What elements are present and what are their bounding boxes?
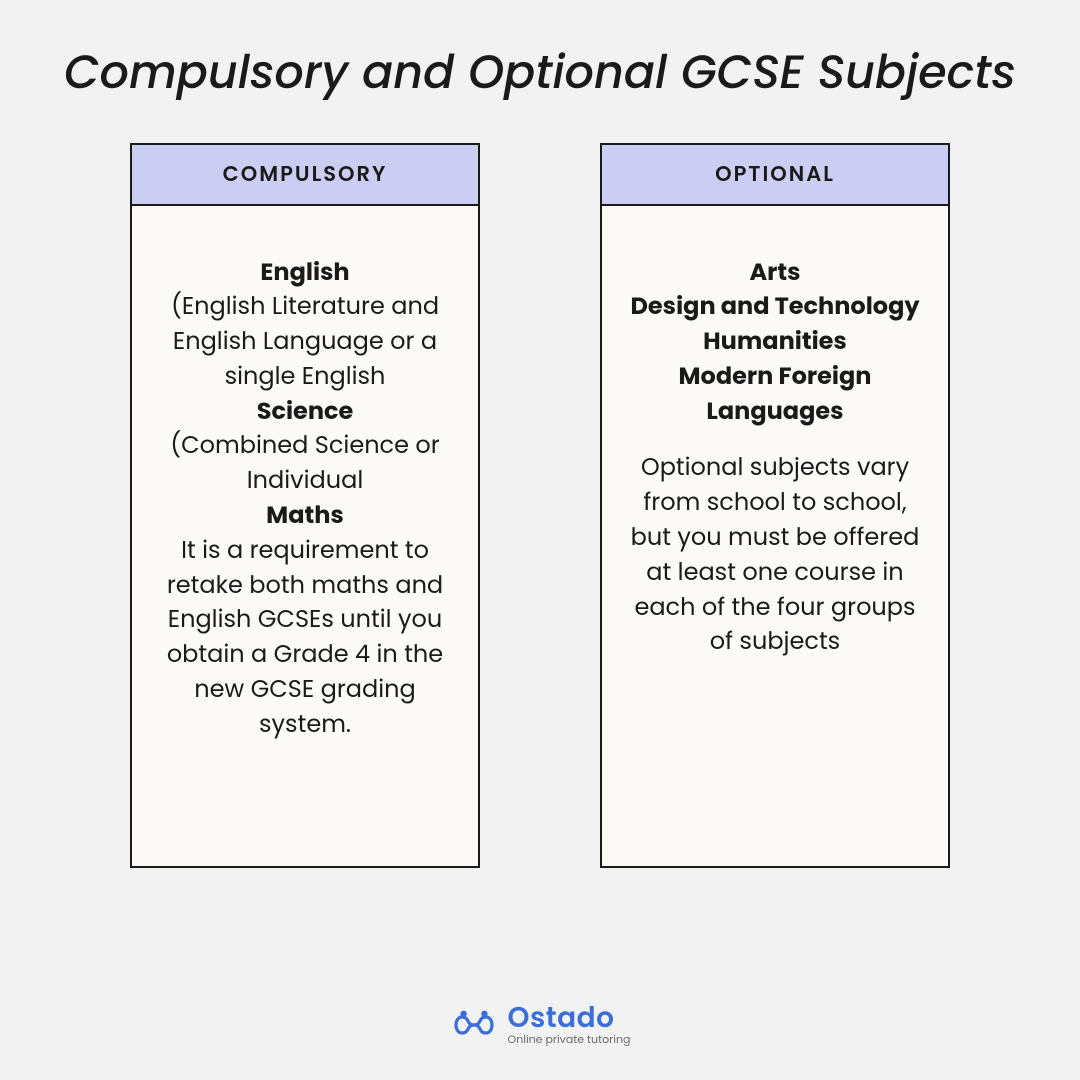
optional-header: OPTIONAL	[602, 145, 948, 206]
optional-card: OPTIONAL Arts Design and Technology Huma…	[600, 143, 950, 868]
brand-text: Ostado Online private tutoring	[508, 1004, 631, 1045]
compulsory-line: (Combined Science or Individual	[154, 429, 456, 499]
compulsory-line: It is a requirement to retake both maths…	[154, 534, 456, 743]
compulsory-body: English (English Literature and English …	[132, 206, 478, 866]
cards-row: COMPULSORY English (English Literature a…	[0, 113, 1080, 868]
optional-subject: Modern Foreign Languages	[624, 360, 926, 430]
brand-name: Ostado	[508, 1004, 631, 1032]
brand-tagline: Online private tutoring	[508, 1034, 631, 1045]
optional-paragraph: Optional subjects vary from school to sc…	[624, 451, 926, 660]
page-title: Compulsory and Optional GCSE Subjects	[0, 0, 1080, 113]
optional-subject: Design and Technology	[624, 290, 926, 325]
compulsory-line: Science	[154, 395, 456, 430]
optional-subject: Humanities	[624, 325, 926, 360]
brand-icon	[450, 1007, 498, 1043]
compulsory-header: COMPULSORY	[132, 145, 478, 206]
optional-subject: Arts	[624, 256, 926, 291]
footer: Ostado Online private tutoring	[0, 1004, 1080, 1045]
compulsory-line: Maths	[154, 499, 456, 534]
compulsory-line: (English Literature and English Language…	[154, 290, 456, 394]
compulsory-card: COMPULSORY English (English Literature a…	[130, 143, 480, 868]
optional-body: Arts Design and Technology Humanities Mo…	[602, 206, 948, 866]
compulsory-line: English	[154, 256, 456, 291]
